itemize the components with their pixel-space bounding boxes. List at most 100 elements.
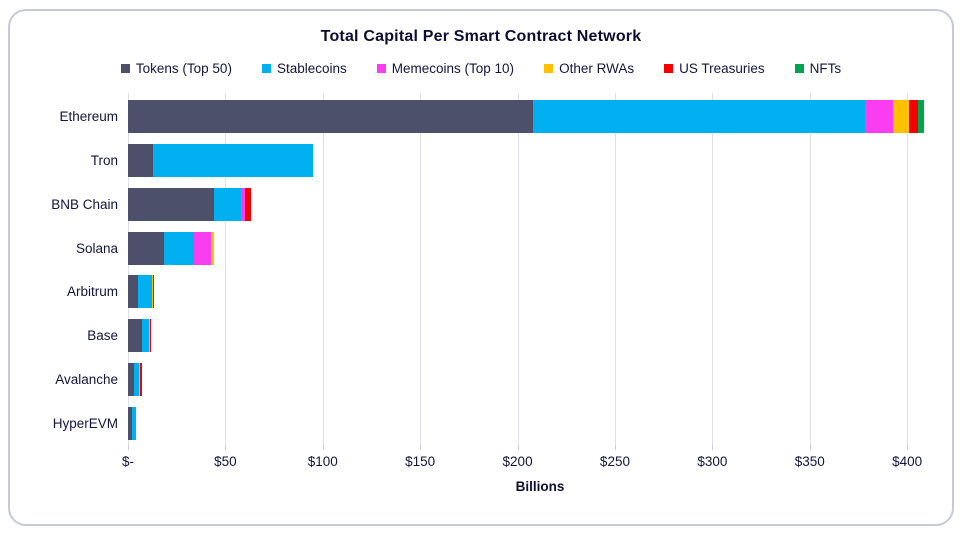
tick-mark [712, 445, 714, 450]
bar-segment [150, 319, 152, 353]
bar-segment [892, 100, 910, 134]
bar-row [128, 95, 950, 139]
gridline [809, 93, 811, 447]
bar-segment [909, 100, 918, 134]
bars-layer [128, 95, 950, 445]
category-label: Solana [75, 240, 118, 256]
bar-segment [140, 362, 143, 396]
chart-card: Total Capital Per Smart Contract Network… [8, 9, 954, 526]
gridline [128, 93, 129, 447]
category-label: Arbitrum [66, 284, 118, 300]
tick-mark [322, 445, 324, 450]
bar-segment [245, 187, 251, 221]
tick-mark [128, 445, 129, 450]
gridline [322, 93, 324, 447]
plot-area [128, 93, 950, 447]
bar-row [128, 270, 950, 314]
x-tick-label: $200 [502, 454, 533, 469]
x-tick-label: $50 [214, 454, 237, 469]
bar-segment [210, 231, 214, 265]
bar-segment [128, 187, 214, 221]
x-axis: $- $50 $100 $150 $200 $250 $300 $350 $400 [122, 445, 950, 471]
bar-segment [164, 231, 194, 265]
bar-segment [128, 100, 534, 134]
bar-segment [128, 362, 135, 396]
bar-segment [240, 187, 246, 221]
bar-segment [128, 319, 142, 353]
legend-swatch-icon [794, 64, 804, 73]
stacked-bar-avalanche [128, 362, 950, 396]
tick-mark [809, 445, 811, 450]
bar-row [128, 183, 950, 227]
x-tick-label: $100 [307, 454, 338, 469]
gridline [420, 93, 422, 447]
bar-segment [193, 231, 211, 265]
bar-segment [141, 319, 150, 353]
x-tick-label: $- [121, 454, 135, 469]
tick-mark [420, 445, 422, 450]
bar-segment [134, 362, 139, 396]
x-axis-title: Billions [515, 479, 565, 494]
bar-segment [533, 100, 866, 134]
chart-legend: Tokens (Top 50) Stablecoins Memecoins (Top… [10, 61, 952, 76]
bar-row [128, 139, 950, 183]
x-tick-label: $150 [405, 454, 436, 469]
legend-swatch-icon [544, 64, 554, 73]
bar-segment [151, 275, 154, 309]
chart-title: Total Capital Per Smart Contract Network [320, 28, 642, 45]
bar-segment [213, 187, 241, 221]
gridlines [128, 93, 950, 447]
legend-swatch-icon [376, 64, 386, 73]
category-label: HyperEVM [52, 415, 118, 431]
bar-row [128, 226, 950, 270]
bar-segment [153, 275, 155, 309]
bar-row [128, 314, 950, 358]
bar-row [128, 358, 950, 402]
bar-segment [149, 319, 151, 353]
bar-chart: Ethereum Tron BNB Chain Solana Arbitrum Base A… [10, 93, 952, 447]
tick-mark [907, 445, 909, 450]
stacked-bar-base [128, 319, 950, 353]
gridline [517, 93, 519, 447]
gridline [225, 93, 227, 447]
legend-item: Other RWAs [544, 61, 634, 76]
stacked-bar-ethereum [128, 100, 950, 134]
bar-segment [917, 100, 924, 134]
legend-item: Memecoins (Top 10) [376, 61, 515, 76]
legend-label: US Treasuries [679, 61, 765, 76]
stacked-bar-hyperevm [128, 406, 950, 440]
stacked-bar-bnb-chain [128, 187, 950, 221]
stacked-bar-tron [128, 144, 950, 178]
gridline [907, 93, 909, 447]
bar-segment [131, 406, 136, 440]
bar-segment [153, 144, 314, 178]
legend-label: NFTs [809, 61, 842, 76]
legend-item: NFTs [794, 61, 842, 76]
x-tick-label: $400 [892, 454, 923, 469]
x-tick-label: $300 [697, 454, 728, 469]
stacked-bar-solana [128, 231, 950, 265]
gridline [712, 93, 714, 447]
bar-segment [128, 275, 138, 309]
category-label: Base [87, 328, 118, 344]
bar-segment [137, 275, 152, 309]
legend-item: US Treasuries [664, 61, 765, 76]
category-label: BNB Chain [51, 196, 118, 212]
x-tick-label: $350 [794, 454, 825, 469]
category-axis: Ethereum Tron BNB Chain Solana Arbitrum Base A… [10, 95, 128, 445]
bar-segment [138, 362, 141, 396]
legend-label: Tokens (Top 50) [135, 61, 232, 76]
category-label: Ethereum [59, 109, 118, 125]
bar-row [128, 401, 950, 445]
tick-mark [225, 445, 227, 450]
legend-swatch-icon [664, 64, 674, 73]
legend-label: Memecoins (Top 10) [391, 61, 515, 76]
category-label: Tron [90, 153, 118, 169]
legend-label: Other RWAs [559, 61, 635, 76]
category-label: Avalanche [55, 371, 118, 387]
bar-segment [128, 144, 154, 178]
gridline [614, 93, 616, 447]
legend-item: Tokens (Top 50) [120, 61, 232, 76]
legend-swatch-icon [261, 64, 271, 73]
bar-segment [128, 231, 165, 265]
